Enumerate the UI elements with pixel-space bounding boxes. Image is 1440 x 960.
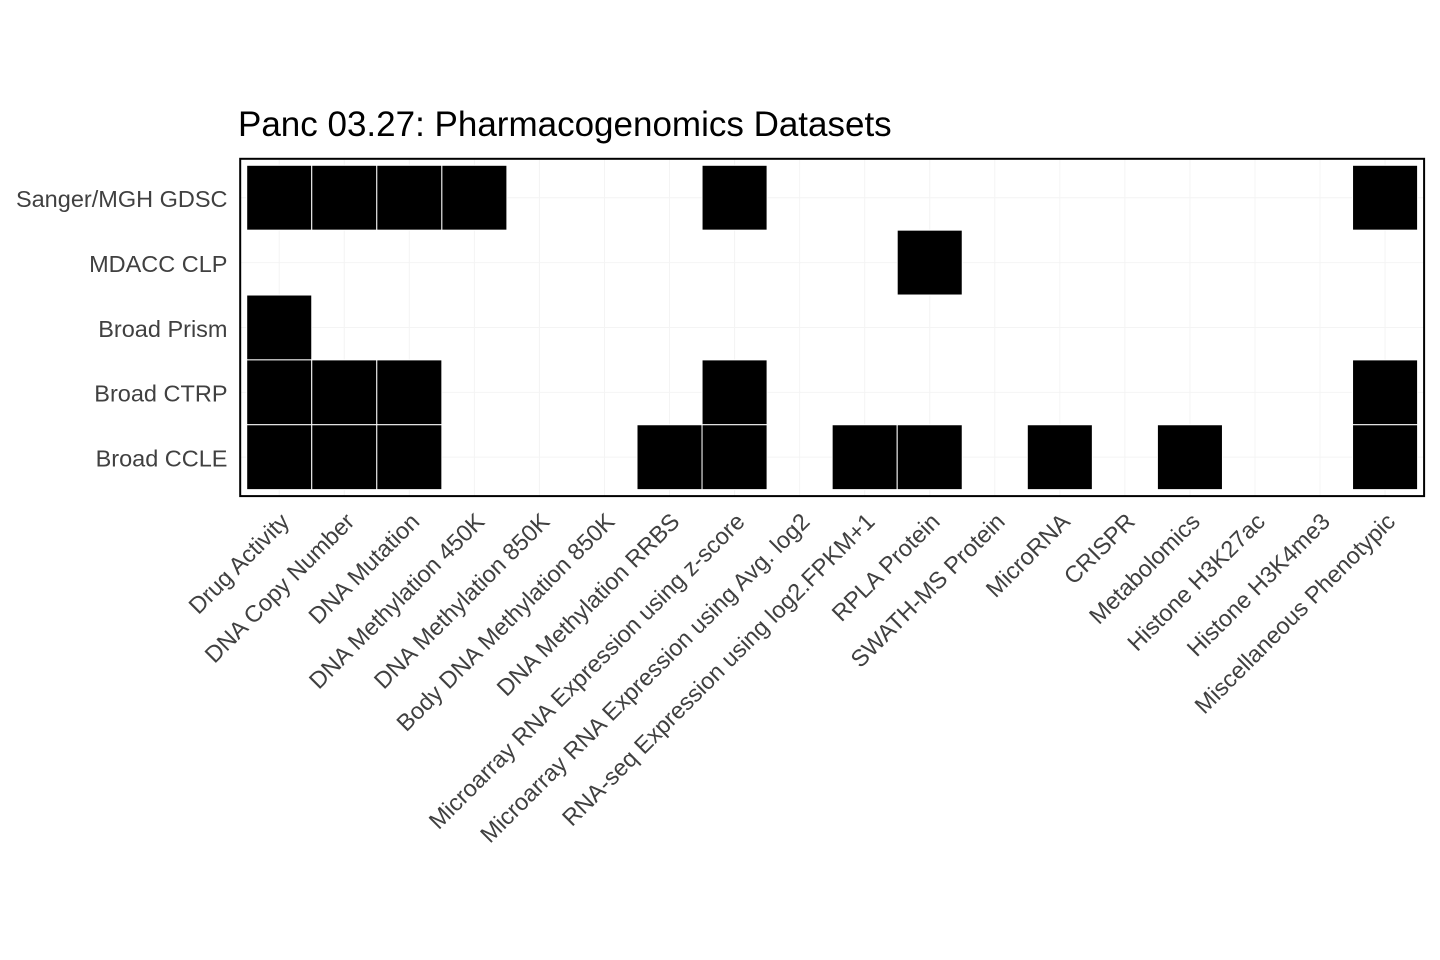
svg-text:MDACC CLP: MDACC CLP bbox=[89, 251, 227, 277]
svg-text:Broad CTRP: Broad CTRP bbox=[94, 381, 227, 407]
svg-text:Panc 03.27: Pharmacogenomics D: Panc 03.27: Pharmacogenomics Datasets bbox=[238, 105, 892, 144]
svg-text:Sanger/MGH GDSC: Sanger/MGH GDSC bbox=[16, 186, 228, 212]
svg-text:Broad Prism: Broad Prism bbox=[98, 316, 227, 342]
svg-text:Broad CCLE: Broad CCLE bbox=[96, 445, 228, 471]
